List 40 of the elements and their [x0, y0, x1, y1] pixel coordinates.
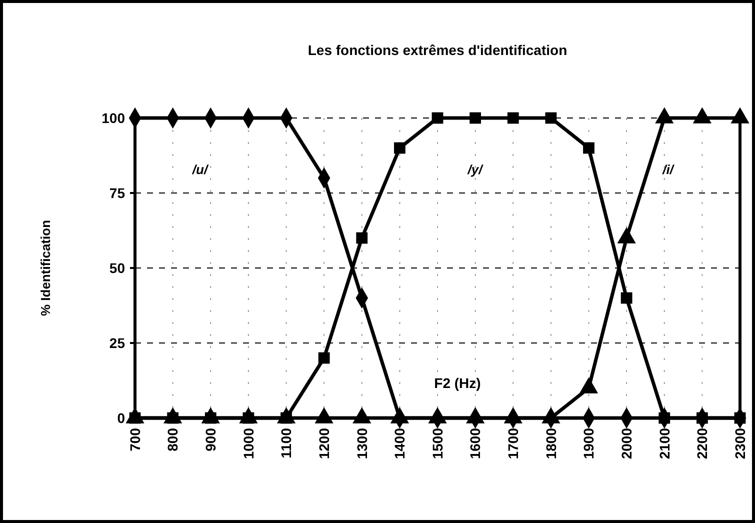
- x-tick-label: 2100: [656, 428, 672, 460]
- y-tick-label: 25: [109, 334, 126, 351]
- point: [658, 412, 670, 424]
- annotation: /y/: [466, 162, 484, 177]
- point: [734, 412, 746, 424]
- point: [432, 112, 444, 124]
- point: [545, 112, 557, 124]
- x-tick-label: 700: [126, 428, 143, 452]
- y-axis-title: % Identification: [38, 220, 53, 316]
- x-tick-label: 1900: [580, 428, 597, 460]
- x-tick-label: 800: [164, 428, 181, 452]
- point: [394, 142, 406, 154]
- annotation: /i/: [662, 162, 675, 177]
- x-tick-label: 2200: [694, 428, 710, 460]
- x-tick-label: 1600: [467, 428, 484, 460]
- x-tick-label: 1700: [505, 428, 522, 460]
- point: [507, 112, 519, 124]
- chart-title: Les fonctions extrêmes d'identification: [308, 42, 568, 58]
- y-tick-label: 100: [102, 110, 126, 126]
- x-tick-label: 1300: [354, 428, 370, 460]
- x-tick-label: 1500: [429, 428, 446, 460]
- x-tick-label: 900: [202, 428, 219, 452]
- point: [470, 112, 482, 124]
- x-tick-label: 2300: [732, 428, 748, 460]
- x-tick-label: 1200: [316, 428, 332, 460]
- x-tick-label: 1000: [240, 428, 256, 460]
- point: [620, 292, 632, 304]
- annotation: /u/: [191, 162, 209, 177]
- point: [318, 352, 330, 364]
- point: [583, 142, 594, 154]
- y-tick-label: 0: [117, 410, 126, 426]
- y-tick-label: 50: [109, 260, 126, 276]
- y-tick-label: 75: [109, 184, 126, 201]
- point: [696, 412, 708, 424]
- x-axis-title: F2 (Hz): [434, 375, 481, 391]
- point: [356, 232, 368, 244]
- x-tick-label: 1100: [278, 428, 294, 458]
- x-tick-label: 1800: [542, 428, 559, 460]
- x-tick-label: 2000: [618, 428, 634, 460]
- x-tick-label: 1400: [392, 428, 408, 460]
